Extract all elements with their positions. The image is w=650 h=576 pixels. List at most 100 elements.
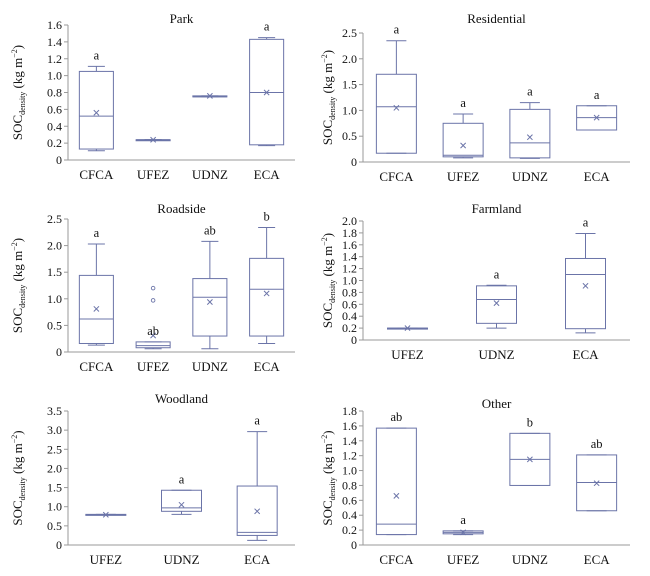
y-tick-label: 1.2 (342, 262, 357, 276)
x-category-label: UDNZ (512, 552, 548, 567)
significance-letter: a (254, 414, 260, 428)
y-tick-label: 0.4 (47, 119, 62, 133)
y-tick-label: 1.0 (342, 274, 357, 288)
box-iqr (476, 285, 517, 324)
y-tick-label: 0 (56, 153, 62, 167)
y-tick-label: 0.8 (342, 285, 357, 299)
box-eca (249, 227, 285, 344)
significance-letter: a (394, 23, 400, 37)
mean-marker (460, 142, 467, 149)
x-category-label: UFEZ (391, 347, 424, 362)
y-tick-label: 1.4 (342, 250, 357, 264)
y-tick-label: 2.0 (342, 52, 357, 66)
y-tick-label: 2.5 (47, 442, 62, 456)
mean-marker (206, 299, 213, 305)
mean-marker (526, 134, 533, 141)
significance-letter: a (527, 85, 533, 99)
x-category-label: UDNZ (512, 169, 548, 184)
y-tick-label: 3.0 (47, 423, 62, 437)
y-tick-label: 0.6 (342, 493, 357, 507)
significance-letter: a (594, 88, 600, 102)
box-eca (236, 431, 278, 541)
box-ufez (135, 285, 171, 350)
box-udnz (192, 240, 228, 350)
panel-farmland: Farmland 00.20.40.60.81.01.21.41.61.82.0 S… (320, 201, 630, 362)
box-iqr (135, 341, 171, 349)
panel-residential: Residential 0 0.5 1.0 1.5 2.0 2.5 SOCdensity (k… (320, 11, 630, 184)
x-category-label: UDNZ (478, 347, 514, 362)
y-tick-label: 2.5 (47, 212, 62, 226)
x-category-label: ECA (584, 552, 611, 567)
y-axis-label: SOCdensity (kg m−2) (320, 233, 337, 328)
y-tick-label: 1.4 (47, 35, 62, 49)
mean-marker (178, 501, 185, 508)
y-tick-label: 0.4 (342, 309, 357, 323)
mean-marker (150, 332, 157, 339)
y-tick-label: 0.8 (342, 478, 357, 492)
y-axis-label: SOCdensity (kg m−2) (320, 50, 337, 145)
x-category-label: ECA (584, 169, 611, 184)
box-iqr (442, 122, 484, 158)
x-category-label: UFEZ (447, 552, 480, 567)
y-tick-label: 1.0 (47, 500, 62, 514)
y-tick-label: 1.5 (47, 481, 62, 495)
y-tick-label: 0 (351, 155, 357, 169)
significance-letter: a (460, 96, 466, 110)
y-axis-label: SOCdensity (kg m−2) (10, 430, 27, 525)
y-tick-label: 2.0 (47, 461, 62, 475)
box-cfca (78, 243, 114, 346)
mean-marker (150, 136, 157, 143)
x-category-label: UFEZ (137, 167, 170, 182)
panel-title: Residential (467, 11, 526, 26)
significance-letter: a (179, 472, 185, 486)
y-tick-label: 0.5 (47, 318, 62, 332)
y-tick-label: 1.4 (342, 434, 357, 448)
y-axis-label: SOCdensity (kg m−2) (320, 430, 337, 525)
significance-letter: ab (591, 437, 603, 451)
mean-marker (404, 325, 411, 332)
mean-marker (493, 300, 500, 307)
mean-marker (254, 508, 261, 515)
mean-marker (93, 305, 100, 312)
x-category-label: CFCA (379, 552, 414, 567)
box-eca (249, 37, 285, 147)
y-tick-label: 1.6 (47, 18, 62, 32)
x-category-label: ECA (254, 359, 281, 374)
x-category-label: ECA (573, 347, 600, 362)
y-tick-label: 1.8 (342, 404, 357, 418)
x-category-label: CFCA (379, 169, 414, 184)
mean-marker (263, 290, 270, 297)
y-tick-label: 0.6 (342, 297, 357, 311)
x-category-label: UDNZ (163, 552, 199, 567)
box-iqr (509, 108, 551, 159)
panel-title: Roadside (157, 201, 206, 216)
x-category-label: CFCA (79, 359, 114, 374)
box-udnz (476, 284, 517, 329)
y-tick-label: 1.0 (342, 103, 357, 117)
significance-letter: a (494, 267, 500, 281)
box-iqr (249, 257, 285, 337)
significance-letter: ab (147, 324, 159, 338)
x-category-label: ECA (254, 167, 281, 182)
panel-roadside: Roadside 0 0.5 1.0 1.5 2.0 2.5 SOCdensity (kg m… (10, 201, 295, 374)
panel-other: Other 00.20.40.60.81.01.21.41.61.8 SOCdens… (320, 396, 630, 567)
mean-marker (263, 89, 270, 96)
y-axis-label: SOCdensity (kg m−2) (10, 45, 27, 140)
significance-letter: b (264, 210, 270, 224)
y-tick-label: 1.6 (342, 419, 357, 433)
box-udnz (192, 92, 228, 99)
outlier-point (150, 285, 156, 291)
box-ufez (387, 325, 428, 332)
box-eca (565, 232, 606, 334)
y-tick-label: 1.6 (342, 238, 357, 252)
y-tick-label: 0 (351, 333, 357, 347)
y-tick-label: 0.8 (47, 86, 62, 100)
panel-woodland: Woodland 0 0.5 1.0 1.5 2.0 2.5 3.0 3.5 SOCdensity… (10, 391, 295, 567)
y-tick-label: 0.4 (342, 508, 357, 522)
mean-marker (593, 480, 600, 487)
panel-park: Park 0 0.2 0.4 0.6 0.8 1.0 1.2 1.4 1.6 SOCdensity … (10, 11, 295, 182)
x-category-label: ECA (244, 552, 271, 567)
y-tick-label: 2.0 (342, 214, 357, 228)
x-category-label: CFCA (79, 167, 114, 182)
